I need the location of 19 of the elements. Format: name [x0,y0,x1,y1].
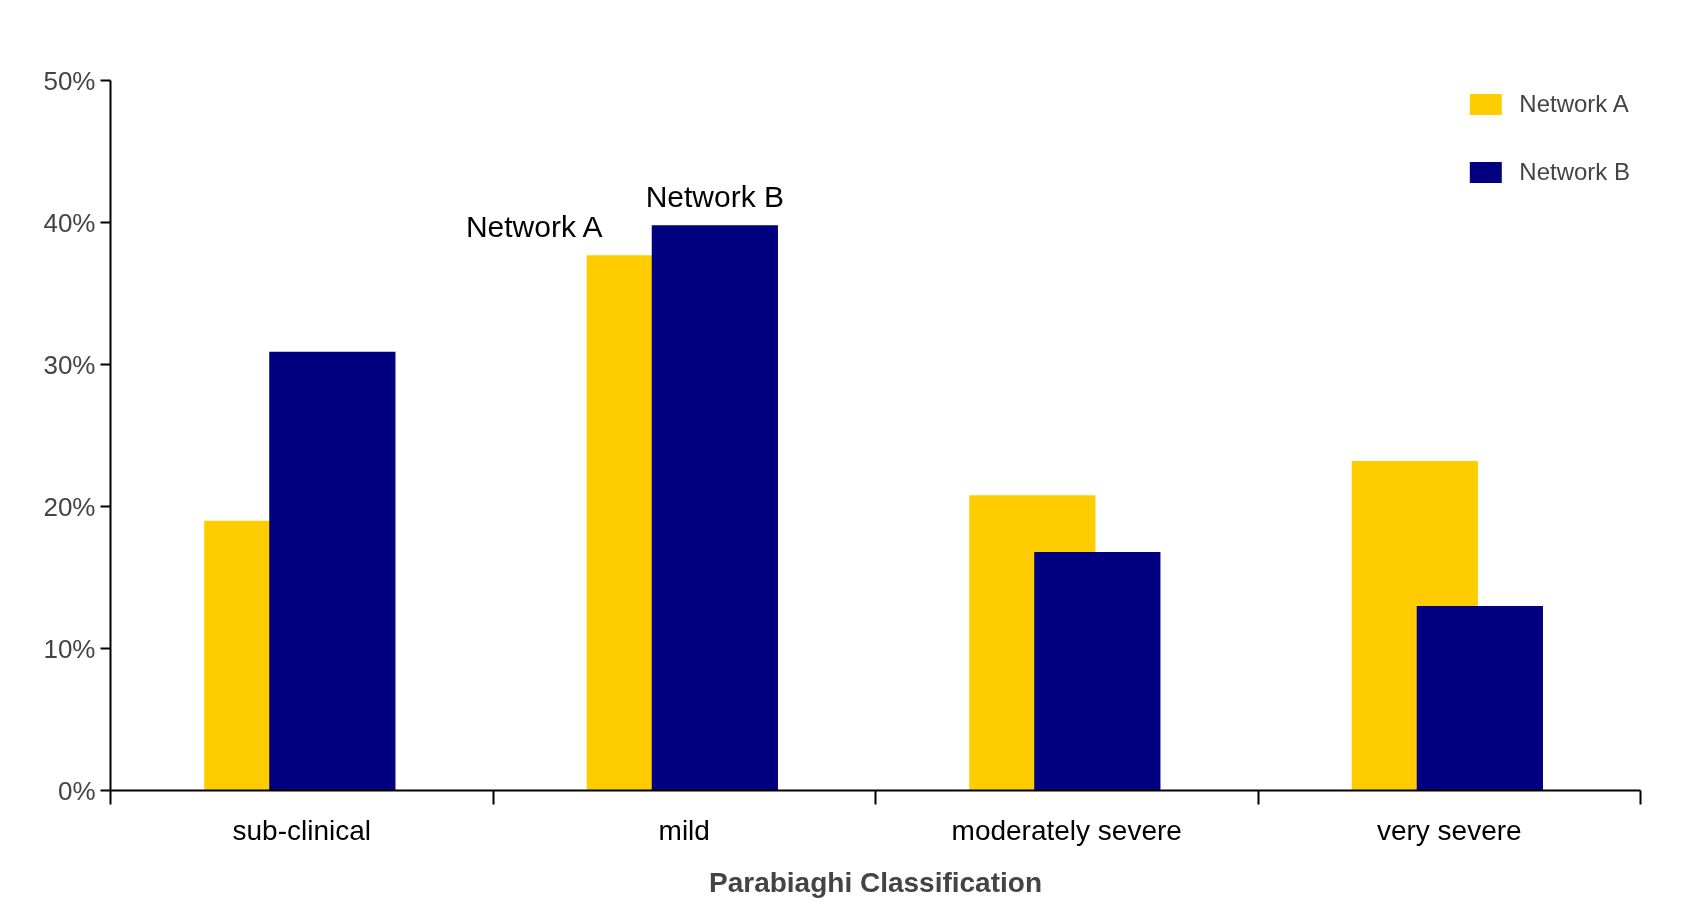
legend-label: Network A [1519,90,1629,118]
x-axis-title: Parabiaghi Classification [709,866,1042,898]
y-tick-label: 20% [43,491,96,522]
y-tick-label: 10% [43,633,96,664]
bar [1416,605,1543,791]
annotation: Network A [465,210,603,244]
bar [651,225,778,791]
x-tick-label: mild [658,814,710,846]
annotation: Network B [645,180,785,214]
x-tick-label: sub-clinical [232,814,371,846]
y-tick-label: 30% [43,349,96,380]
y-tick-label: 50% [43,65,96,96]
x-tick-label: very severe [1376,814,1522,846]
bar [1034,551,1161,791]
y-tick-label: 0% [57,775,96,806]
legend-label: Network B [1519,158,1630,186]
x-tick-label: moderately severe [951,814,1182,846]
bar [269,351,396,791]
y-tick-label: 40% [43,207,96,238]
